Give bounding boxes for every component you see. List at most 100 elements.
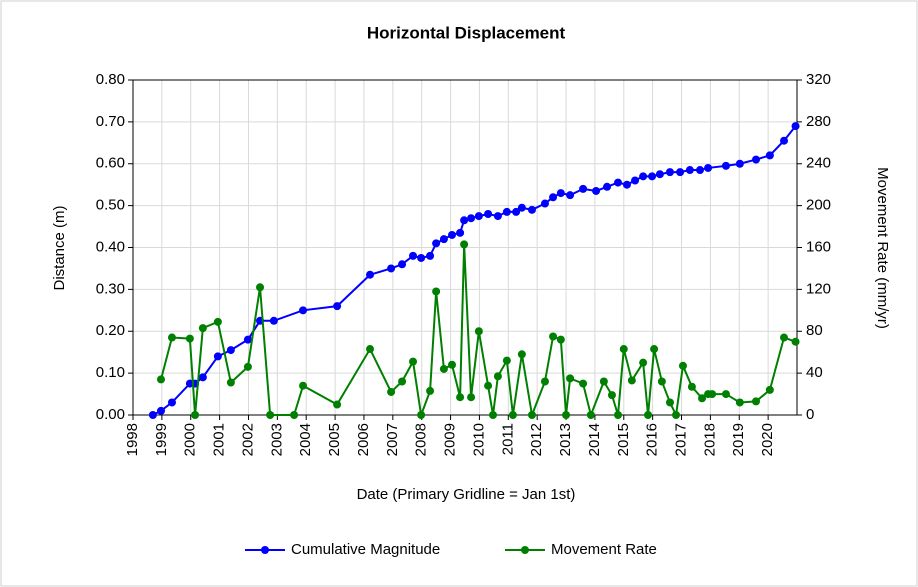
point (439, 235, 448, 244)
y-tick-label: 0.00 (96, 406, 125, 423)
point (672, 411, 681, 419)
point (780, 333, 789, 342)
point (439, 364, 448, 373)
point (185, 334, 194, 343)
point (467, 393, 476, 402)
y-tick-label: 0.60 (96, 155, 125, 172)
point (619, 345, 628, 354)
x-tick-label: 2014 (586, 423, 603, 456)
x-tick-label: 2003 (268, 423, 285, 456)
point (607, 391, 616, 400)
point (456, 228, 465, 237)
y2-tick-label: 160 (806, 238, 831, 255)
point (765, 385, 774, 394)
x-tick-label: 2020 (759, 423, 776, 456)
point (721, 161, 730, 170)
point (735, 398, 744, 407)
y2-tick-label: 0 (806, 406, 814, 423)
point (333, 302, 342, 311)
point (489, 411, 498, 419)
plot-border (132, 79, 798, 416)
point (665, 168, 674, 177)
x-tick-label: 2008 (413, 423, 430, 456)
point (687, 382, 696, 391)
point (167, 398, 176, 407)
x-tick-label: 2015 (615, 423, 632, 456)
y2-axis-label: Movement Rate (mm/yr) (874, 167, 891, 329)
point (333, 400, 342, 409)
point (566, 191, 575, 200)
x-tick-label: 2000 (182, 423, 199, 456)
point (540, 199, 549, 208)
point (387, 387, 396, 396)
point (678, 361, 687, 370)
point (409, 357, 418, 366)
point (708, 390, 717, 399)
point (517, 350, 526, 359)
point (243, 362, 252, 371)
point (502, 356, 511, 365)
x-tick-label: 2018 (701, 423, 718, 456)
point (148, 411, 157, 419)
x-tick-label: 2013 (557, 423, 574, 456)
point (198, 324, 207, 333)
point (448, 360, 457, 369)
point (556, 189, 565, 198)
point (517, 203, 526, 212)
x-tick-label: 2002 (239, 423, 256, 456)
y-tick-label: 0.40 (96, 238, 125, 255)
point (269, 316, 278, 325)
x-tick-label: 2016 (644, 423, 661, 456)
point (780, 136, 789, 145)
point (566, 374, 575, 383)
point (752, 155, 761, 164)
point (299, 381, 308, 390)
x-tick-label: 1999 (153, 423, 170, 456)
point (366, 345, 375, 354)
point (157, 375, 166, 384)
point (791, 337, 800, 346)
point (448, 230, 457, 239)
point (579, 184, 588, 193)
point (665, 398, 674, 407)
point (540, 377, 549, 386)
legend-label: Cumulative Magnitude (291, 541, 440, 558)
y-tick-label: 0.50 (96, 197, 125, 214)
series-line (160, 244, 796, 419)
point (627, 376, 636, 385)
point (256, 283, 265, 292)
point (366, 270, 375, 279)
point (614, 411, 623, 419)
point (527, 411, 536, 419)
point (484, 210, 493, 218)
point (456, 393, 465, 402)
y2-tick-label: 320 (806, 71, 831, 88)
point (157, 406, 166, 415)
point (493, 372, 502, 381)
x-tick-label: 2010 (470, 423, 487, 456)
point (676, 168, 685, 177)
point (213, 352, 222, 361)
point (226, 346, 235, 355)
x-tick-label: 2019 (730, 423, 747, 456)
point (599, 377, 608, 386)
point (639, 358, 648, 367)
x-tick-label: 2001 (211, 423, 228, 456)
point (556, 335, 565, 344)
point (639, 172, 648, 181)
x-tick-label: 2007 (384, 423, 401, 456)
chart-title: Horizontal Displacement (367, 23, 566, 42)
point (631, 176, 640, 185)
point (409, 251, 418, 260)
point (398, 377, 407, 386)
point (549, 332, 558, 341)
point (474, 212, 483, 221)
y2-tick-label: 120 (806, 280, 831, 297)
point (493, 212, 502, 221)
y2-tick-label: 80 (806, 322, 823, 339)
point (695, 166, 704, 175)
point (484, 381, 493, 390)
x-tick-label: 2017 (672, 423, 689, 456)
